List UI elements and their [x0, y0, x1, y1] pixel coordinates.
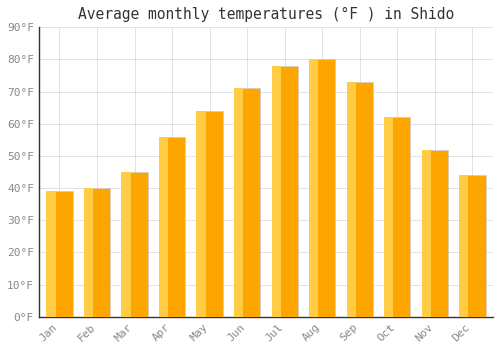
Bar — [159, 136, 168, 317]
Bar — [460, 175, 485, 317]
Bar — [122, 172, 130, 317]
Bar — [46, 191, 56, 317]
Bar — [234, 89, 243, 317]
Bar — [46, 191, 72, 317]
Bar — [159, 136, 185, 317]
Bar — [384, 117, 394, 317]
Bar — [422, 149, 448, 317]
Title: Average monthly temperatures (°F ) in Shido: Average monthly temperatures (°F ) in Sh… — [78, 7, 454, 22]
Bar — [384, 117, 410, 317]
Bar — [272, 66, 281, 317]
Bar — [122, 172, 148, 317]
Bar — [309, 60, 336, 317]
Bar — [272, 66, 298, 317]
Bar — [234, 89, 260, 317]
Bar — [346, 82, 356, 317]
Bar — [422, 149, 431, 317]
Bar — [346, 82, 373, 317]
Bar — [460, 175, 468, 317]
Bar — [196, 111, 223, 317]
Bar — [309, 60, 318, 317]
Bar — [84, 188, 93, 317]
Bar — [196, 111, 205, 317]
Bar — [84, 188, 110, 317]
